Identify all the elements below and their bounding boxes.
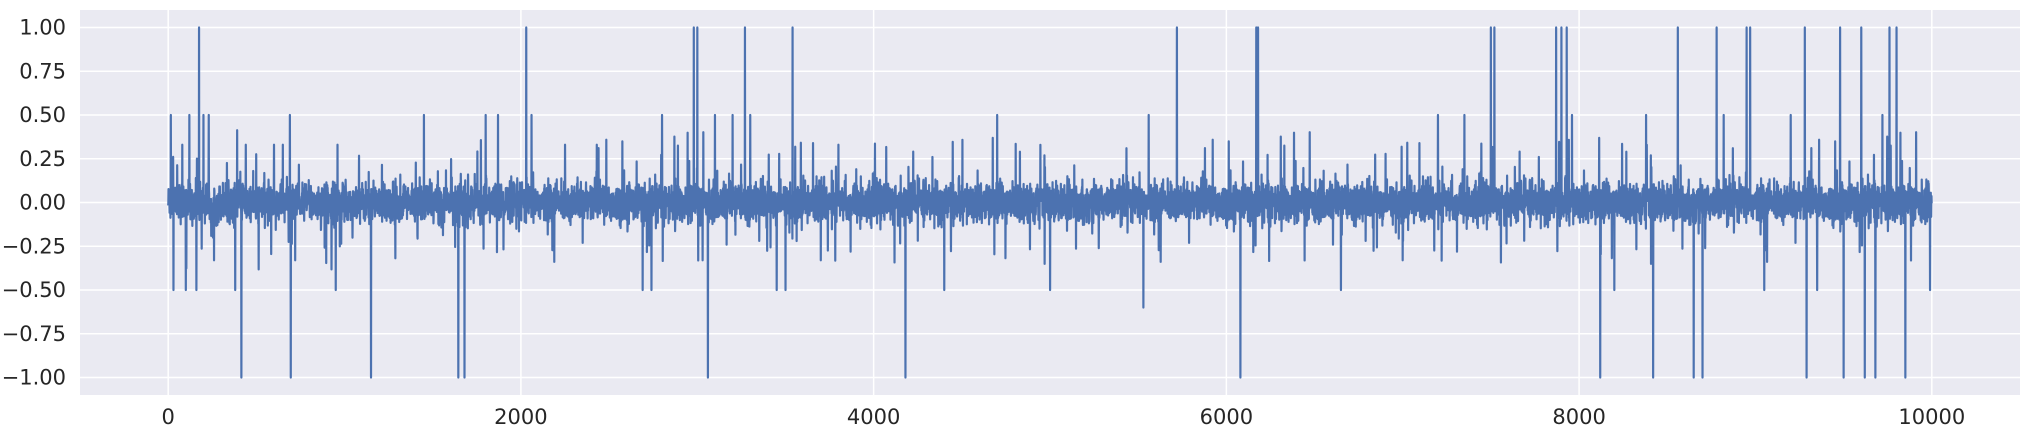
y-tick-label: 0.75: [19, 59, 66, 83]
series-line: [167, 26, 1933, 379]
x-tick-label: 10000: [1898, 405, 1965, 429]
y-tick-label: 0.25: [19, 147, 66, 171]
x-tick-label: 2000: [494, 405, 547, 429]
y-tick-label: 0.50: [19, 103, 66, 127]
y-tick-label: −0.75: [2, 322, 66, 346]
x-tick-label: 6000: [1200, 405, 1253, 429]
series-group: [167, 26, 1933, 379]
x-tick-labels: 0 2000 4000 6000 8000 10000: [161, 405, 1965, 429]
y-tick-labels: 1.00 0.75 0.50 0.25 0.00 −0.25 −0.50 −0.75 −1.00: [2, 16, 66, 390]
y-tick-label: −0.50: [2, 278, 66, 302]
x-tick-label: 4000: [847, 405, 900, 429]
y-tick-label: −1.00: [2, 366, 66, 390]
x-tick-label: 0: [161, 405, 174, 429]
y-tick-label: −0.25: [2, 234, 66, 258]
x-tick-label: 8000: [1552, 405, 1605, 429]
y-tick-label: 1.00: [19, 16, 66, 40]
y-tick-label: 0.00: [19, 191, 66, 215]
